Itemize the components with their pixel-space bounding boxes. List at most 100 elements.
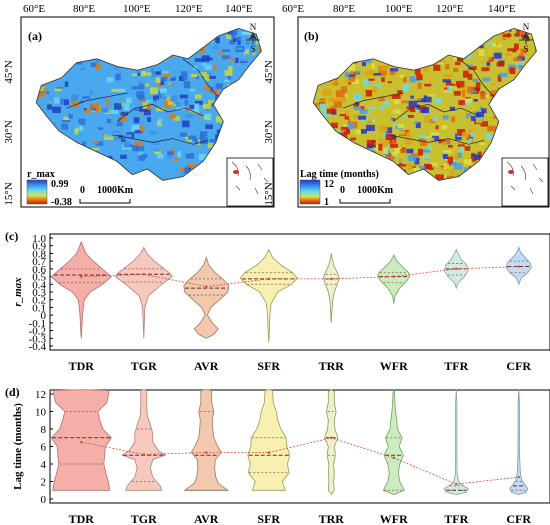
violin-tfr: [443, 389, 469, 496]
legend-max: 0.99: [51, 179, 69, 190]
lat-tick: 30°N: [3, 120, 15, 143]
panel-label: (d): [5, 385, 20, 399]
violin-avr: [183, 255, 230, 339]
legend-min: 1: [324, 197, 329, 208]
violin-tdr: [50, 240, 112, 339]
x-category-label: TDR: [69, 512, 95, 525]
mean-point: [267, 451, 270, 454]
legend: Lag time (months) 12 1: [299, 169, 379, 208]
compass-s: S: [523, 44, 528, 54]
china-border: [35, 27, 262, 181]
y-axis-label: Lag time (months): [12, 403, 24, 490]
lon-tick: 80°E: [73, 3, 95, 15]
y-tick-label: 0.7: [32, 256, 46, 268]
legend-title: Lag time (months): [300, 169, 379, 180]
river-lines: [66, 58, 219, 145]
compass-n: N: [523, 22, 530, 32]
mean-point: [142, 273, 145, 276]
y-tick-label: 2: [41, 477, 47, 489]
y-tick-label: 0.3: [32, 287, 46, 299]
violin-cfr: [509, 389, 529, 496]
x-category-label: TGR: [131, 512, 157, 525]
compass-icon: N S: [519, 22, 533, 54]
compass-n: N: [250, 22, 257, 32]
lon-tick: 100°E: [123, 3, 151, 15]
violin-tgr: [121, 389, 167, 491]
mean-point: [392, 456, 395, 460]
legend-title: r_max: [27, 169, 55, 180]
x-category-label: TDR: [69, 359, 95, 373]
y-tick-label: 10: [35, 407, 47, 419]
lat-tick: 15°N: [263, 182, 275, 205]
south-china-sea-inset: [226, 157, 274, 207]
x-category-label: SFR: [257, 359, 280, 373]
plot-area: [49, 233, 550, 351]
violin-panel-d: 0 2 4 6 8 10 12 Lag time (months) (d) TDR TGR AVR SF…: [5, 385, 550, 525]
y-tick-label: -0.1: [29, 318, 46, 330]
lon-tick: 60°E: [282, 3, 304, 15]
mean-trend-line: [81, 437, 519, 485]
y-tick-label: 12: [35, 389, 46, 401]
x-category-label: CFR: [506, 359, 531, 373]
lon-tick: 60°E: [23, 3, 45, 15]
violin-trr: [324, 389, 339, 496]
legend-colorbar: [26, 179, 48, 205]
mean-point: [80, 275, 83, 278]
legend-colorbar: [299, 179, 321, 205]
y-tick-label: 0: [41, 310, 47, 322]
y-tick-label: -0.2: [29, 326, 46, 338]
lon-tick: 140°E: [488, 3, 516, 15]
violin-avr: [183, 389, 230, 491]
x-category-label: TFR: [444, 359, 468, 373]
map-panel-a: 60°E 80°E 100°E 120°E 140°E 45°N 30°N 15…: [3, 3, 275, 208]
y-axis-label: r_max: [12, 277, 24, 307]
lon-tick: 120°E: [175, 3, 203, 15]
compass-icon: N S: [246, 22, 260, 54]
panel-label: (c): [5, 229, 18, 243]
mean-point: [455, 482, 458, 486]
mean-point: [392, 275, 395, 278]
x-category-label: CFR: [506, 512, 531, 525]
lat-tick: 45°N: [3, 60, 15, 83]
scale-label: 1000Km: [97, 185, 134, 196]
mean-point: [455, 267, 458, 271]
compass-s: S: [250, 44, 255, 54]
mean-point: [330, 436, 333, 439]
scale-zero: 0: [340, 185, 345, 196]
x-category-label: AVR: [194, 359, 219, 373]
y-tick-label: 1.0: [32, 233, 46, 245]
x-category-label: TRR: [319, 359, 345, 373]
violin-trr: [322, 253, 340, 323]
violin-wfr: [382, 389, 405, 496]
lon-tick: 100°E: [385, 3, 413, 15]
x-category-label: WFR: [380, 359, 408, 373]
y-tick-label: 0.2: [32, 295, 46, 307]
y-tick-label: 6: [41, 442, 47, 454]
scale-bar: 0 1000Km: [79, 185, 134, 204]
y-tick-label: -0.4: [29, 341, 47, 353]
scale-label: 1000Km: [357, 185, 394, 196]
mean-point: [142, 453, 145, 456]
x-category-label: AVR: [194, 512, 219, 525]
mean-point: [517, 475, 520, 479]
violin-tdr: [50, 389, 112, 491]
mean-point: [267, 277, 270, 281]
lat-tick: 30°N: [263, 120, 275, 143]
lat-tick: 15°N: [3, 182, 15, 205]
map-panel-b: 60°E 80°E 100°E 120°E 140°E 45°N 30°N 15…: [263, 3, 550, 208]
legend-max: 12: [324, 179, 334, 190]
x-category-label: WFR: [380, 512, 408, 525]
y-tick-label: 0.4: [32, 279, 46, 291]
mean-point: [517, 265, 520, 268]
y-tick-label: 0.1: [32, 302, 46, 314]
y-tick-label: 0.6: [32, 264, 46, 276]
scale-zero: 0: [80, 185, 85, 196]
y-tick-label: 0.5: [32, 272, 46, 284]
lon-tick: 120°E: [436, 3, 464, 15]
river-lines: [343, 58, 495, 145]
mean-point: [205, 285, 208, 288]
mean-point: [330, 277, 333, 281]
y-tick-label: 4: [41, 459, 47, 471]
mean-point: [205, 451, 208, 454]
